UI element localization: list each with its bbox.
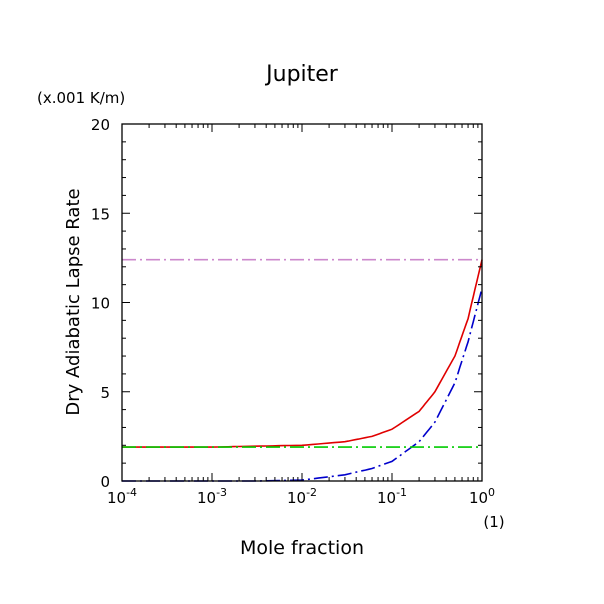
series-line-1 bbox=[122, 259, 483, 448]
x-tick-label: 100 bbox=[469, 486, 495, 507]
x-tick-label: 10-1 bbox=[377, 486, 407, 507]
y-axis-label: Dry Adiabatic Lapse Rate bbox=[63, 188, 84, 415]
x-tick-label: 10-3 bbox=[197, 486, 227, 507]
x-tick-label: 10-2 bbox=[287, 486, 317, 507]
x-tick-label: 10-4 bbox=[107, 486, 137, 507]
plot-frame bbox=[121, 123, 483, 482]
y-tick-label: 0 bbox=[100, 473, 110, 491]
y-tick-labels: 0 5 10 15 20 bbox=[91, 116, 110, 491]
y-tick-label: 10 bbox=[91, 295, 110, 313]
chart-title: Jupiter bbox=[264, 62, 339, 87]
series-layer bbox=[122, 258, 483, 482]
x-tick-labels: 10-4 10-3 10-2 10-1 100 bbox=[107, 486, 495, 507]
y-unit-label: (x.001 K/m) bbox=[37, 89, 125, 107]
x-axis-label: Mole fraction bbox=[240, 537, 364, 559]
series-line-2 bbox=[122, 288, 483, 482]
y-tick-label: 15 bbox=[91, 205, 110, 223]
x-unit-label: (1) bbox=[483, 513, 504, 531]
y-tick-label: 5 bbox=[100, 384, 110, 402]
tick-layer bbox=[121, 123, 483, 482]
y-tick-label: 20 bbox=[91, 116, 110, 134]
